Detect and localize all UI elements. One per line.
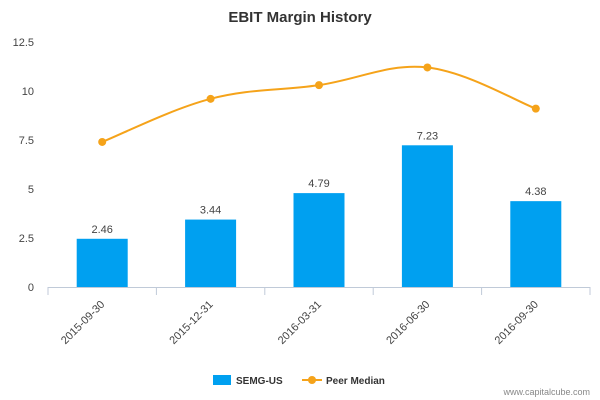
y-tick-label: 5: [28, 184, 34, 196]
bar: [185, 219, 237, 287]
bar: [510, 201, 562, 287]
bar-data-labels: 2.46 3.44 4.79 7.23 4.38: [91, 130, 546, 235]
x-tick-label: 2015-09-30: [59, 299, 107, 347]
y-axis: 0 2.5 5 7.5 10 12.5: [13, 37, 34, 294]
y-tick-label: 0: [28, 282, 34, 294]
legend-label-line: Peer Median: [326, 376, 385, 387]
bar-data-label: 2.46: [91, 224, 112, 236]
x-tick-label: 2016-09-30: [493, 299, 541, 347]
legend-label-bar: SEMG-US: [236, 376, 283, 387]
bar-data-label: 3.44: [200, 205, 221, 217]
legend-swatch-bar: [213, 375, 231, 385]
bar: [76, 238, 128, 287]
x-tick-label: 2015-12-31: [167, 299, 215, 347]
bar: [401, 145, 453, 287]
chart-title: EBIT Margin History: [228, 9, 372, 26]
peer-median-point: [206, 94, 215, 103]
peer-median-point: [315, 81, 323, 90]
y-tick-label: 7.5: [19, 135, 34, 147]
peer-median-point: [531, 104, 540, 113]
peer-median-line: [101, 65, 537, 143]
y-tick-label: 10: [22, 86, 34, 98]
peer-median-point: [423, 63, 432, 72]
legend: SEMG-US Peer Median: [213, 375, 385, 387]
legend-swatch-line-marker: [308, 376, 316, 384]
bar-data-label: 4.38: [525, 186, 546, 198]
credit-text: www.capitalcube.com: [502, 387, 590, 397]
y-tick-label: 12.5: [13, 37, 34, 49]
x-tick-label: 2016-06-30: [384, 299, 432, 347]
x-tick-label: 2016-03-31: [276, 299, 324, 347]
bar-data-label: 7.23: [417, 130, 438, 142]
bar-data-label: 4.79: [308, 178, 329, 190]
bar-series: [76, 145, 562, 287]
peer-median-point: [98, 137, 107, 146]
x-axis: 2015-09-30 2015-12-31 2016-03-31 2016-06-30…: [47, 287, 591, 347]
line-series: [98, 63, 540, 146]
bar: [293, 193, 345, 287]
y-tick-label: 2.5: [19, 233, 34, 245]
